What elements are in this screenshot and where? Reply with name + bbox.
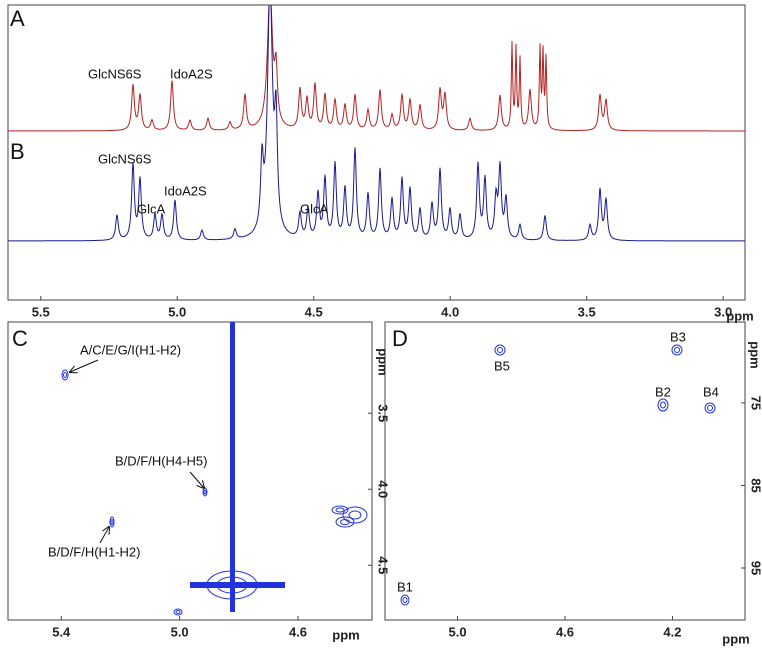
contour-peak: [110, 519, 114, 525]
x-tick-label: 5.0: [168, 304, 186, 319]
contour-peak: [173, 608, 183, 616]
arrow: [189, 471, 204, 488]
contour-ridge: [206, 570, 258, 600]
x-tick-label: 4.5: [305, 304, 323, 319]
x-tick-label: 4.6: [556, 624, 574, 639]
annotation: GlcA: [300, 201, 329, 216]
annotation: B5: [494, 358, 510, 373]
spectrum-b: [8, 5, 745, 242]
frame-d: [384, 321, 746, 621]
x-tick-label: 5.0: [448, 624, 466, 639]
contour-peak: [660, 401, 666, 409]
contour-peak: [402, 597, 408, 603]
panel-label: B: [10, 139, 25, 164]
panel-label: C: [12, 326, 28, 351]
x-tick-label: 4.6: [289, 624, 307, 639]
x-tick-label: 4.2: [663, 624, 681, 639]
x-tick-label: 5.5: [32, 304, 50, 319]
annotation: B1: [397, 579, 413, 594]
contour-peak: [671, 344, 683, 356]
contour-peak: [342, 506, 368, 524]
y-tick-label: 3.5: [376, 404, 391, 422]
contour-peak: [674, 347, 680, 353]
contour-ridge: [230, 322, 235, 612]
contour-peak: [331, 505, 349, 515]
frame-c: [7, 321, 373, 621]
y-tick-label: 85: [749, 478, 762, 492]
annotation: B4: [703, 384, 719, 399]
contour-peak: [348, 510, 362, 520]
axis-label: ppm: [748, 341, 762, 368]
annotation: IdoA2S: [170, 66, 213, 81]
arrow: [99, 527, 109, 544]
panel-label: A: [10, 6, 25, 31]
contour-peak: [657, 398, 669, 412]
contour-ridge: [190, 582, 285, 588]
contour-peak: [335, 507, 345, 513]
panel-label: D: [392, 326, 408, 351]
contour-peak: [63, 372, 67, 378]
contour-ridge: [216, 576, 248, 594]
contour-peak: [335, 516, 355, 528]
axis-label: ppm: [726, 308, 753, 323]
contour-peak: [203, 489, 207, 495]
axis-label: ppm: [376, 348, 391, 375]
contour-peak: [497, 347, 503, 353]
contour-peak: [400, 594, 410, 606]
y-tick-label: 4.0: [376, 480, 391, 498]
contour-peak: [704, 402, 716, 414]
contour-peak: [494, 344, 506, 356]
annotation: GlcNS6S: [88, 66, 142, 81]
y-tick-label: 4.5: [376, 556, 391, 574]
x-tick-label: 4.0: [441, 304, 459, 319]
annotation: IdoA2S: [164, 183, 207, 198]
x-tick-label: 5.4: [52, 624, 71, 639]
annotation: B/D/F/H(H1-H2): [48, 544, 140, 559]
annotation: B2: [655, 384, 671, 399]
annotation: GlcA: [137, 201, 166, 216]
contour-peak: [340, 519, 350, 525]
annotation: B3: [670, 329, 686, 344]
annotation: A/C/E/G/I(H1-H2): [80, 342, 181, 357]
axis-label: ppm: [332, 627, 359, 642]
y-tick-label: 95: [749, 561, 762, 575]
contour-peak: [707, 405, 713, 411]
y-tick-label: 75: [749, 396, 762, 410]
contour-peak: [109, 516, 115, 528]
annotation: B/D/F/H(H4-H5): [115, 453, 207, 468]
contour-peak: [175, 610, 181, 614]
x-tick-label: 3.5: [578, 304, 596, 319]
spectrum-a: [8, 5, 745, 132]
frame-ab: [7, 4, 746, 301]
axis-label: ppm: [722, 631, 749, 646]
annotation: GlcNS6S: [98, 151, 152, 166]
contours: [61, 322, 716, 616]
x-tick-label: 3.0: [714, 304, 732, 319]
contour-peak: [61, 369, 69, 381]
x-tick-label: 5.0: [171, 624, 189, 639]
arrow: [70, 359, 99, 372]
